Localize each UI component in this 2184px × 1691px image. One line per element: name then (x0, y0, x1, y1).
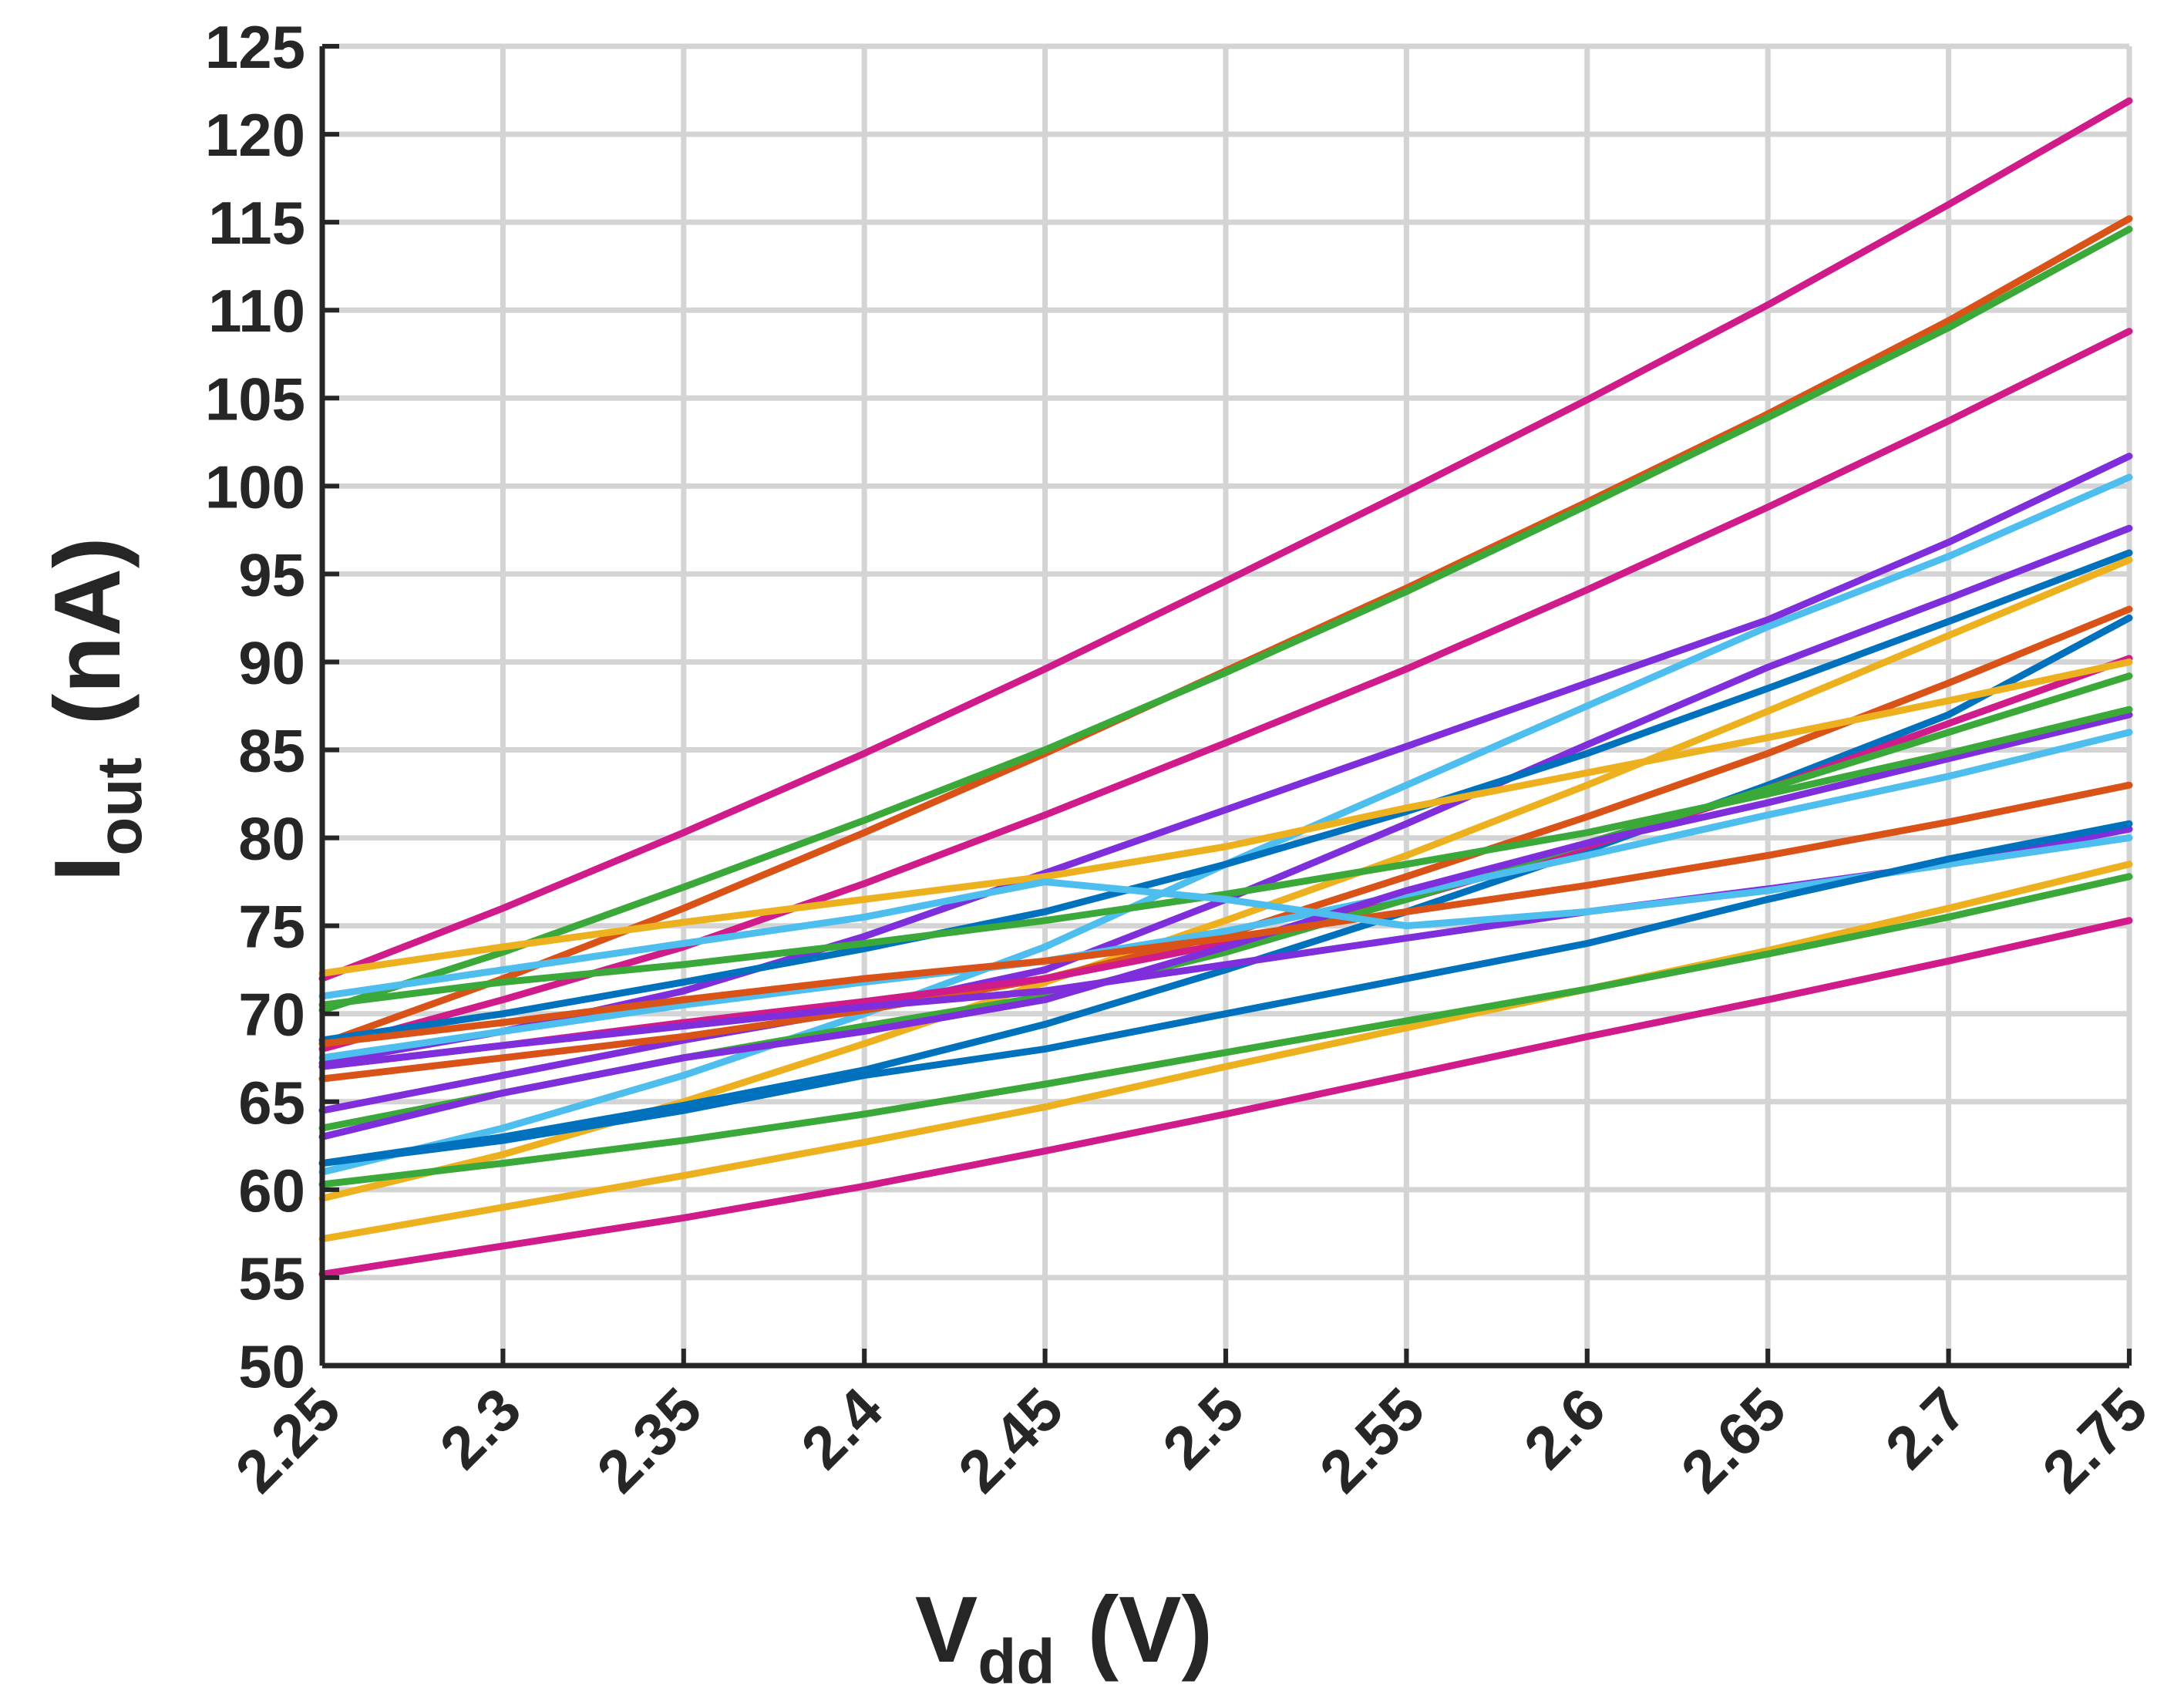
x-axis-title-main: V (915, 1577, 978, 1682)
y-tick-label: 110 (208, 277, 305, 345)
series-line-s23 (318, 873, 2133, 1188)
x-tick-label: 2.3 (427, 1375, 534, 1482)
y-tick-label: 55 (238, 1245, 305, 1312)
series-line-s20 (318, 834, 2133, 1000)
x-tick-label: 2.5 (1149, 1375, 1257, 1482)
series-line-s8 (318, 549, 2133, 1044)
series-line-s11 (318, 614, 2133, 1167)
y-tick-label: 60 (238, 1157, 305, 1224)
series-group (318, 97, 2133, 1278)
x-tick-label: 2.75 (2029, 1375, 2160, 1506)
y-axis-title-sub: out (85, 757, 155, 855)
axes (319, 44, 2132, 1369)
y-tick-label: 120 (205, 101, 305, 169)
x-axis-title-sub: dd (978, 1627, 1055, 1691)
y-tick-label: 85 (238, 717, 305, 785)
x-tick-label: 2.55 (1307, 1375, 1438, 1506)
y-tick-label: 80 (238, 805, 305, 873)
series-line-s21 (318, 820, 2133, 1167)
y-axis-title: Iout (nA) (35, 537, 155, 881)
series-line-s18 (318, 781, 2133, 1047)
y-tick-label: 75 (238, 893, 305, 961)
x-axis-title: Vdd (V) (915, 1577, 1213, 1691)
y-axis-title-main: I (35, 856, 140, 882)
y-tick-label: 100 (205, 453, 305, 520)
x-tick-label: 2.35 (584, 1375, 715, 1506)
x-tick-label: 2.7 (1873, 1375, 1980, 1482)
series-line-s17 (318, 706, 2133, 1009)
y-tick-label: 65 (238, 1069, 305, 1137)
grid (319, 43, 2132, 1369)
y-tick-label: 105 (205, 365, 305, 433)
y-tick-label: 125 (205, 13, 305, 81)
x-tick-label: 2.6 (1511, 1375, 1618, 1482)
y-axis-title-unit: (nA) (35, 537, 140, 725)
series-line-s3 (318, 225, 2133, 1014)
y-tick-label: 50 (238, 1332, 305, 1400)
y-tick-label: 70 (238, 981, 305, 1049)
series-line-s15 (318, 729, 2133, 1062)
series-line-s13 (318, 659, 2133, 977)
y-tick-label: 90 (238, 628, 305, 696)
y-tick-labels: 50 55 60 65 70 75 80 85 90 95 100 105 110 115 120 125 (205, 13, 305, 1400)
x-tick-label: 2.4 (788, 1375, 895, 1482)
series-line-s22 (318, 861, 2133, 1243)
x-tick-label: 2.65 (1668, 1375, 1799, 1506)
series-line-s1 (318, 97, 2133, 982)
series-line-s16 (318, 711, 2133, 1140)
y-tick-label: 95 (238, 541, 305, 608)
x-tick-label: 2.45 (945, 1375, 1076, 1506)
series-line-s4 (318, 328, 2133, 1053)
x-axis-title-unit: (V) (1087, 1577, 1213, 1682)
x-tick-labels: 2.25 2.3 2.35 2.4 2.45 2.5 2.55 2.6 2.65 2.7 2.75 (222, 1375, 2160, 1506)
y-tick-label: 115 (208, 189, 305, 257)
series-line-s24 (318, 917, 2133, 1278)
